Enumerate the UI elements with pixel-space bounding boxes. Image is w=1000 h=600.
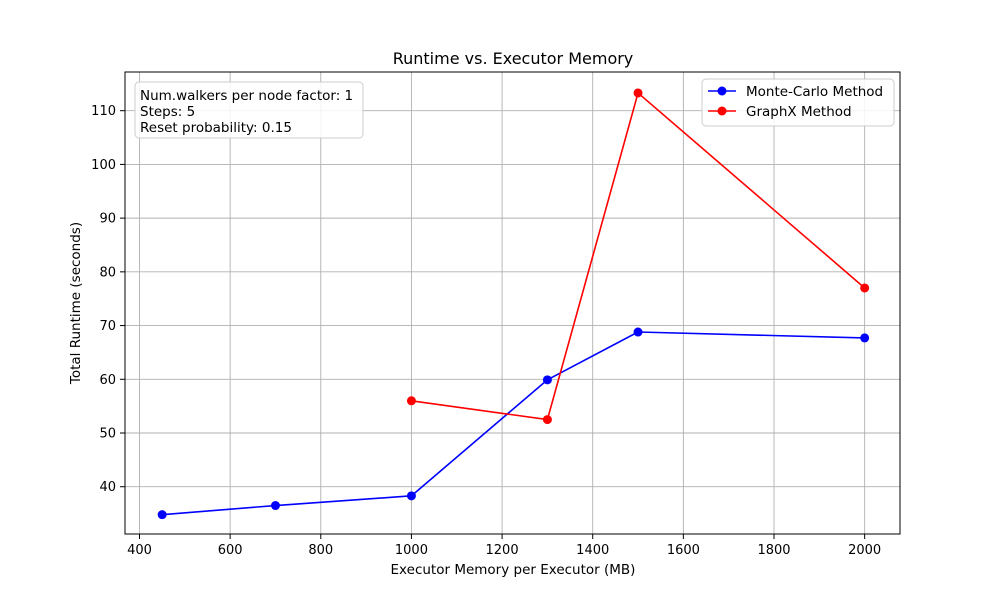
series-layer: [158, 88, 869, 519]
x-tick-label: 800: [308, 543, 333, 558]
legend-label-monte-carlo: Monte-Carlo Method: [746, 84, 883, 100]
y-tick-label: 90: [99, 212, 116, 227]
data-point-graphx: [407, 396, 416, 405]
y-tick-label: 110: [91, 104, 116, 119]
y-tick-label: 40: [99, 480, 116, 495]
grid: [125, 72, 900, 534]
x-tick-label: 2000: [848, 543, 881, 558]
y-axis-ticks: 40 50 60 70 80 90 100 110: [91, 104, 125, 495]
data-point-graphx: [860, 283, 869, 292]
data-point-monte-carlo: [271, 501, 280, 510]
annotation-line-reset: Reset probability: 0.15: [140, 120, 292, 136]
y-tick-label: 100: [91, 158, 116, 173]
annotation-line-walkers: Num.walkers per node factor: 1: [140, 88, 353, 104]
annotation-line-steps: Steps: 5: [140, 104, 195, 120]
x-tick-label: 1000: [395, 543, 428, 558]
data-point-graphx: [543, 415, 552, 424]
x-tick-label: 1800: [757, 543, 790, 558]
y-tick-label: 50: [99, 427, 116, 442]
x-tick-label: 1400: [576, 543, 609, 558]
legend-label-graphx: GraphX Method: [746, 104, 852, 120]
data-point-monte-carlo: [634, 328, 643, 337]
y-tick-label: 70: [99, 319, 116, 334]
y-tick-label: 80: [99, 265, 116, 280]
data-point-monte-carlo: [158, 510, 167, 519]
x-tick-label: 1600: [667, 543, 700, 558]
data-point-monte-carlo: [543, 375, 552, 384]
y-tick-label: 60: [99, 373, 116, 388]
data-point-monte-carlo: [860, 333, 869, 342]
data-point-monte-carlo: [407, 491, 416, 500]
legend: Monte-Carlo Method GraphX Method: [702, 79, 894, 126]
chart-title: Runtime vs. Executor Memory: [393, 49, 634, 68]
x-axis-ticks: 400 600 800 1000 1200 1400 1600 1800 2000: [127, 534, 881, 558]
series-line-graphx: [411, 93, 864, 420]
legend-marker-graphx: [718, 107, 727, 116]
plot-frame: [125, 72, 900, 534]
x-axis-label: Executor Memory per Executor (MB): [391, 562, 636, 578]
annotation-box: Num.walkers per node factor: 1 Steps: 5 …: [135, 82, 363, 138]
legend-marker-monte-carlo: [718, 87, 727, 96]
x-tick-label: 600: [218, 543, 243, 558]
x-tick-label: 1200: [486, 543, 519, 558]
series-line-monte-carlo: [162, 332, 864, 515]
data-point-graphx: [634, 88, 643, 97]
x-tick-label: 400: [127, 543, 152, 558]
y-axis-label: Total Runtime (seconds): [68, 222, 84, 385]
